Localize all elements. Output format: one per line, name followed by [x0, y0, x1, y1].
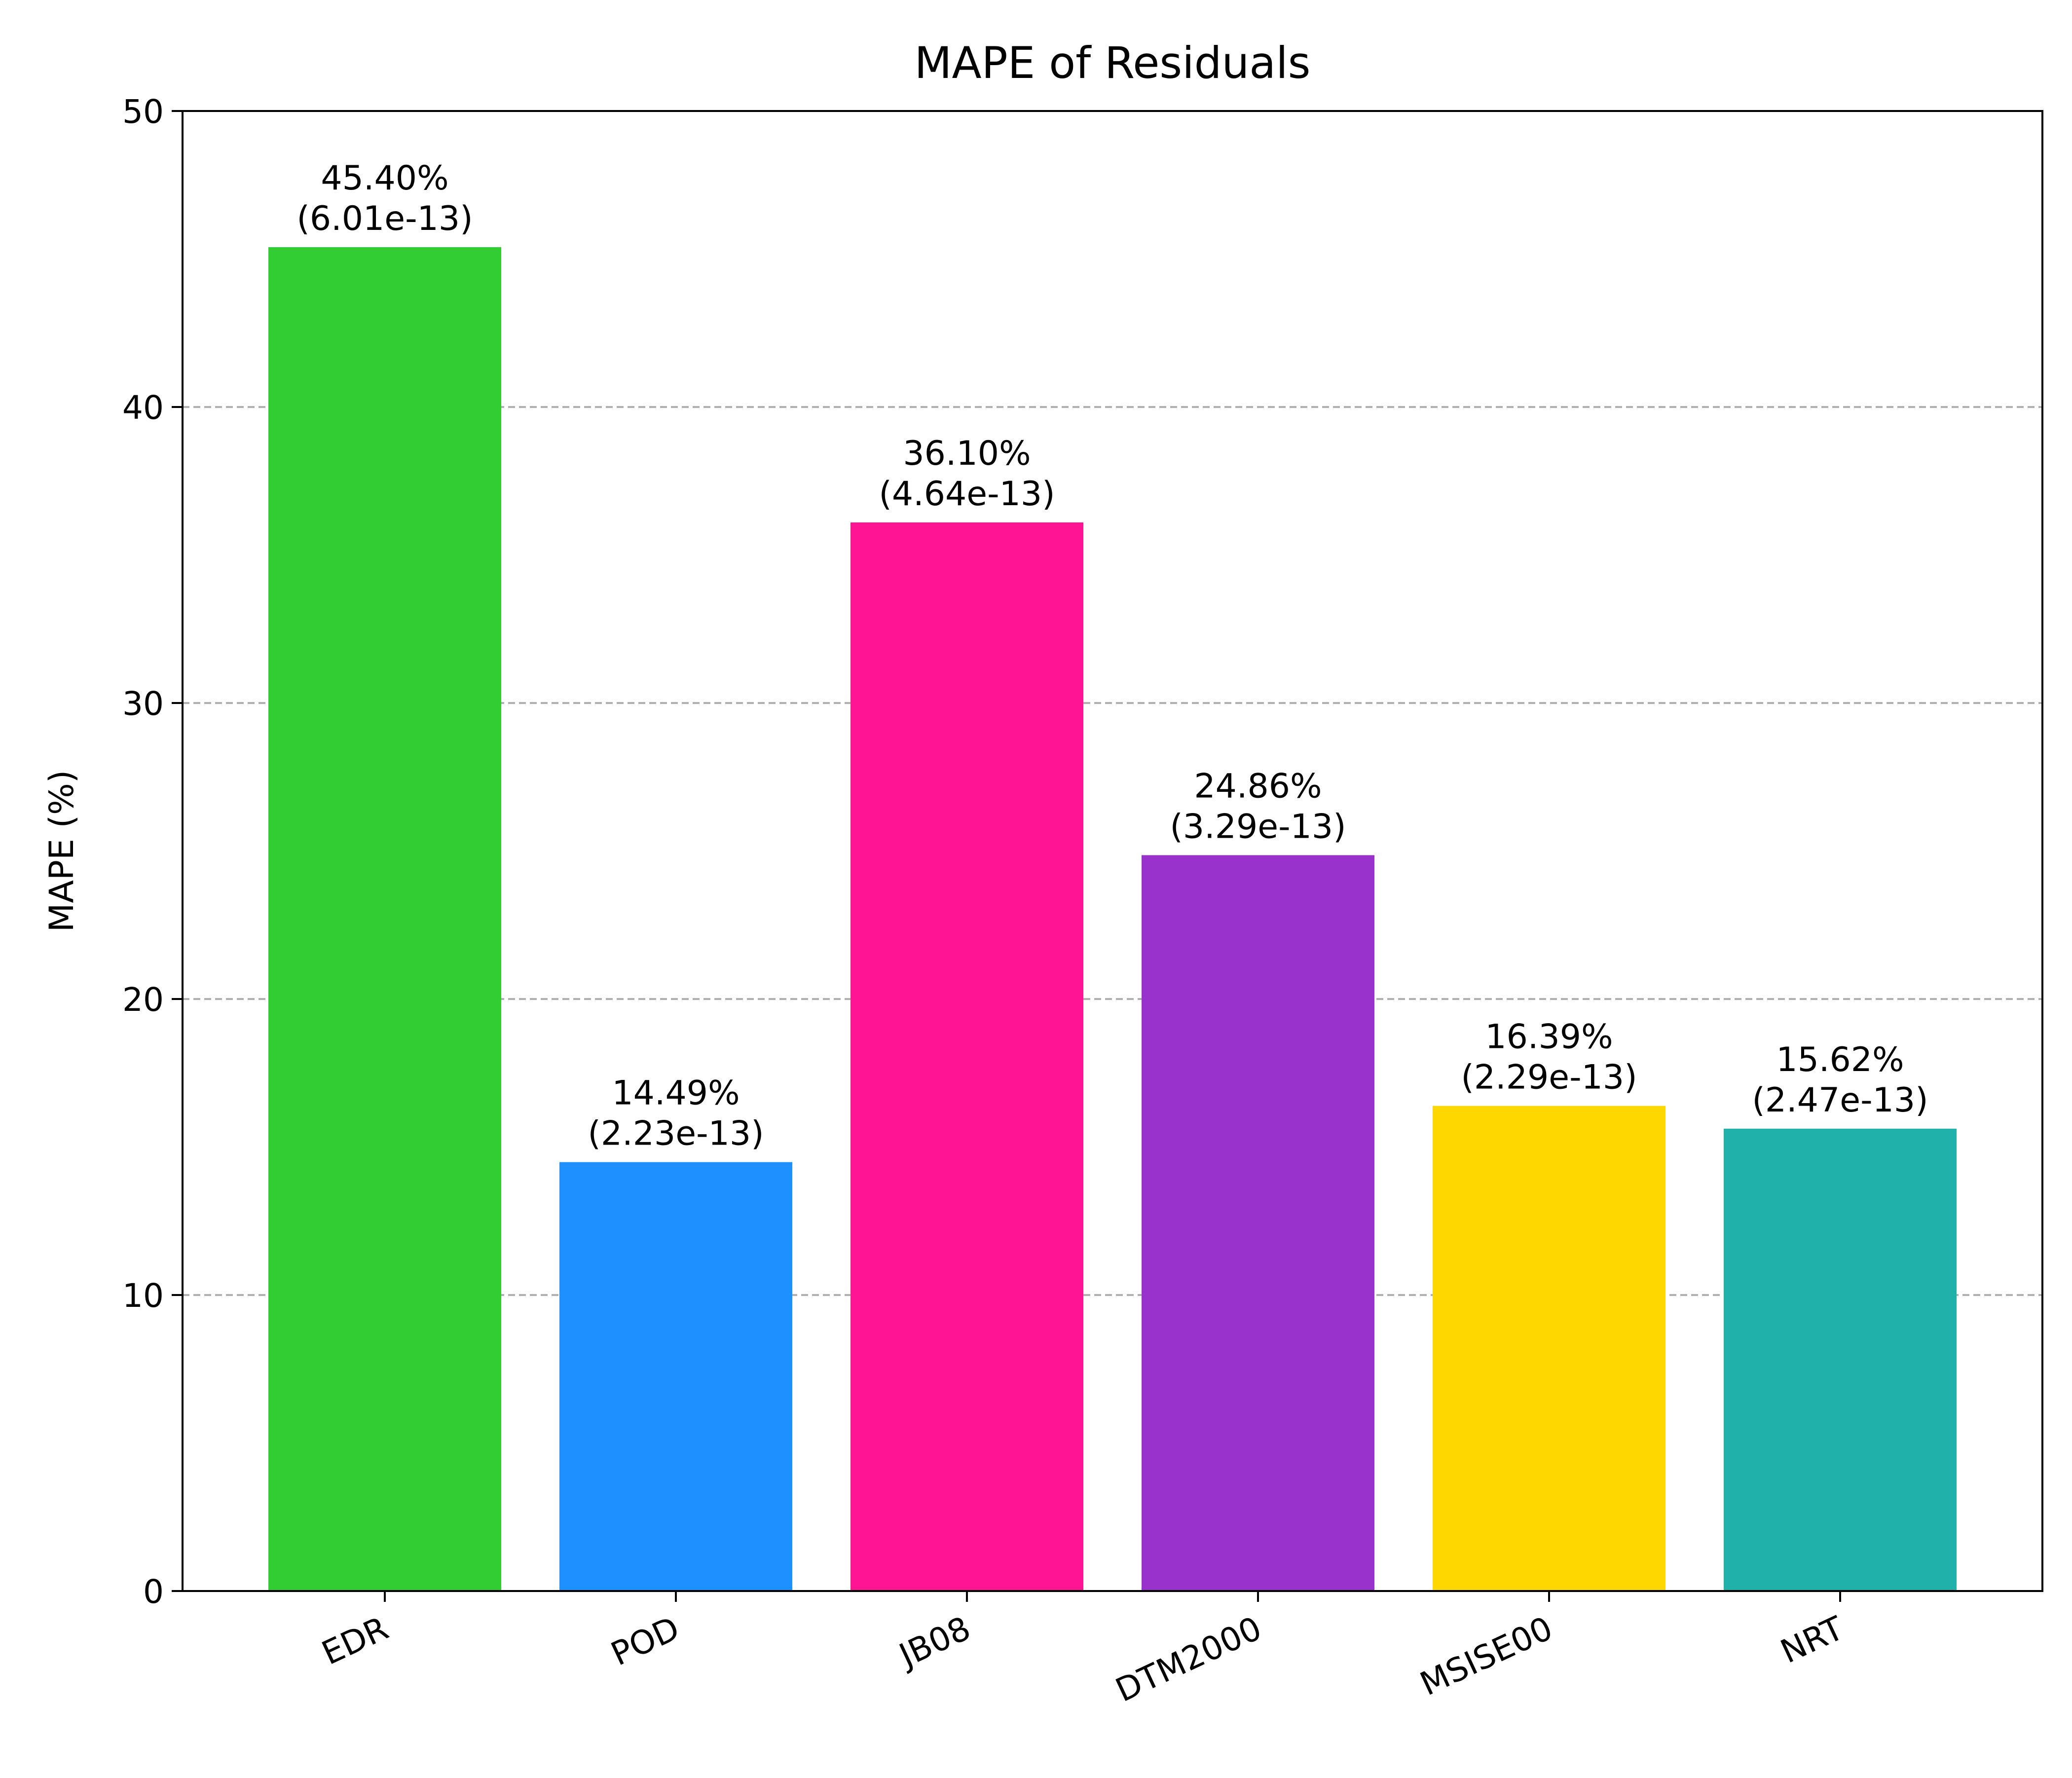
bar-value-labels: 45.40%(6.01e-13) 14.49%(2.23e-13) 36.10%(4… [296, 159, 1928, 1153]
bar-density-label: (2.47e-13) [1752, 1081, 1928, 1120]
bar-msise00 [1433, 1106, 1665, 1591]
x-tick-label: NRT [1775, 1609, 1850, 1670]
y-axis-label: MAPE (%) [42, 770, 81, 932]
bars [268, 247, 1957, 1591]
y-axis-ticks: 0 10 20 30 40 50 [122, 93, 183, 1611]
bar-density-label: (4.64e-13) [879, 475, 1055, 514]
x-tick-label: EDR [316, 1609, 394, 1672]
bar-value-label: 16.39% [1485, 1018, 1613, 1057]
y-tick-label: 40 [122, 389, 164, 427]
bar-density-label: (6.01e-13) [296, 199, 473, 238]
bar-value-label: 45.40% [321, 159, 448, 198]
plot-frame [182, 110, 2043, 1592]
bar-value-label: 15.62% [1776, 1040, 1904, 1079]
chart-title: MAPE of Residuals [914, 37, 1310, 88]
bar-edr [268, 247, 501, 1591]
bar-density-label: (2.29e-13) [1461, 1058, 1637, 1097]
bar-value-label: 24.86% [1194, 767, 1322, 806]
y-tick-label: 50 [122, 93, 164, 131]
bar-density-label: (2.23e-13) [588, 1114, 764, 1153]
x-tick-label: JB08 [892, 1609, 976, 1675]
bar-nrt [1724, 1128, 1957, 1591]
x-tick-label: MSISE00 [1414, 1609, 1558, 1704]
bar-density-label: (3.29e-13) [1170, 807, 1346, 846]
y-tick-label: 10 [122, 1277, 164, 1315]
x-tick-label: POD [605, 1609, 685, 1673]
y-tick-label: 20 [122, 981, 164, 1019]
bar-value-label: 14.49% [612, 1074, 740, 1113]
x-tick-label: DTM2000 [1110, 1609, 1267, 1709]
y-tick-label: 30 [122, 685, 164, 723]
bar-dtm2000 [1142, 855, 1374, 1591]
bar-pod [559, 1162, 792, 1591]
x-axis-ticks: EDR POD JB08 DTM2000 MSISE00 NRT [316, 1591, 1850, 1709]
y-tick-label: 0 [143, 1573, 164, 1611]
bar-value-label: 36.10% [903, 434, 1031, 473]
bar-jb08 [851, 522, 1083, 1591]
